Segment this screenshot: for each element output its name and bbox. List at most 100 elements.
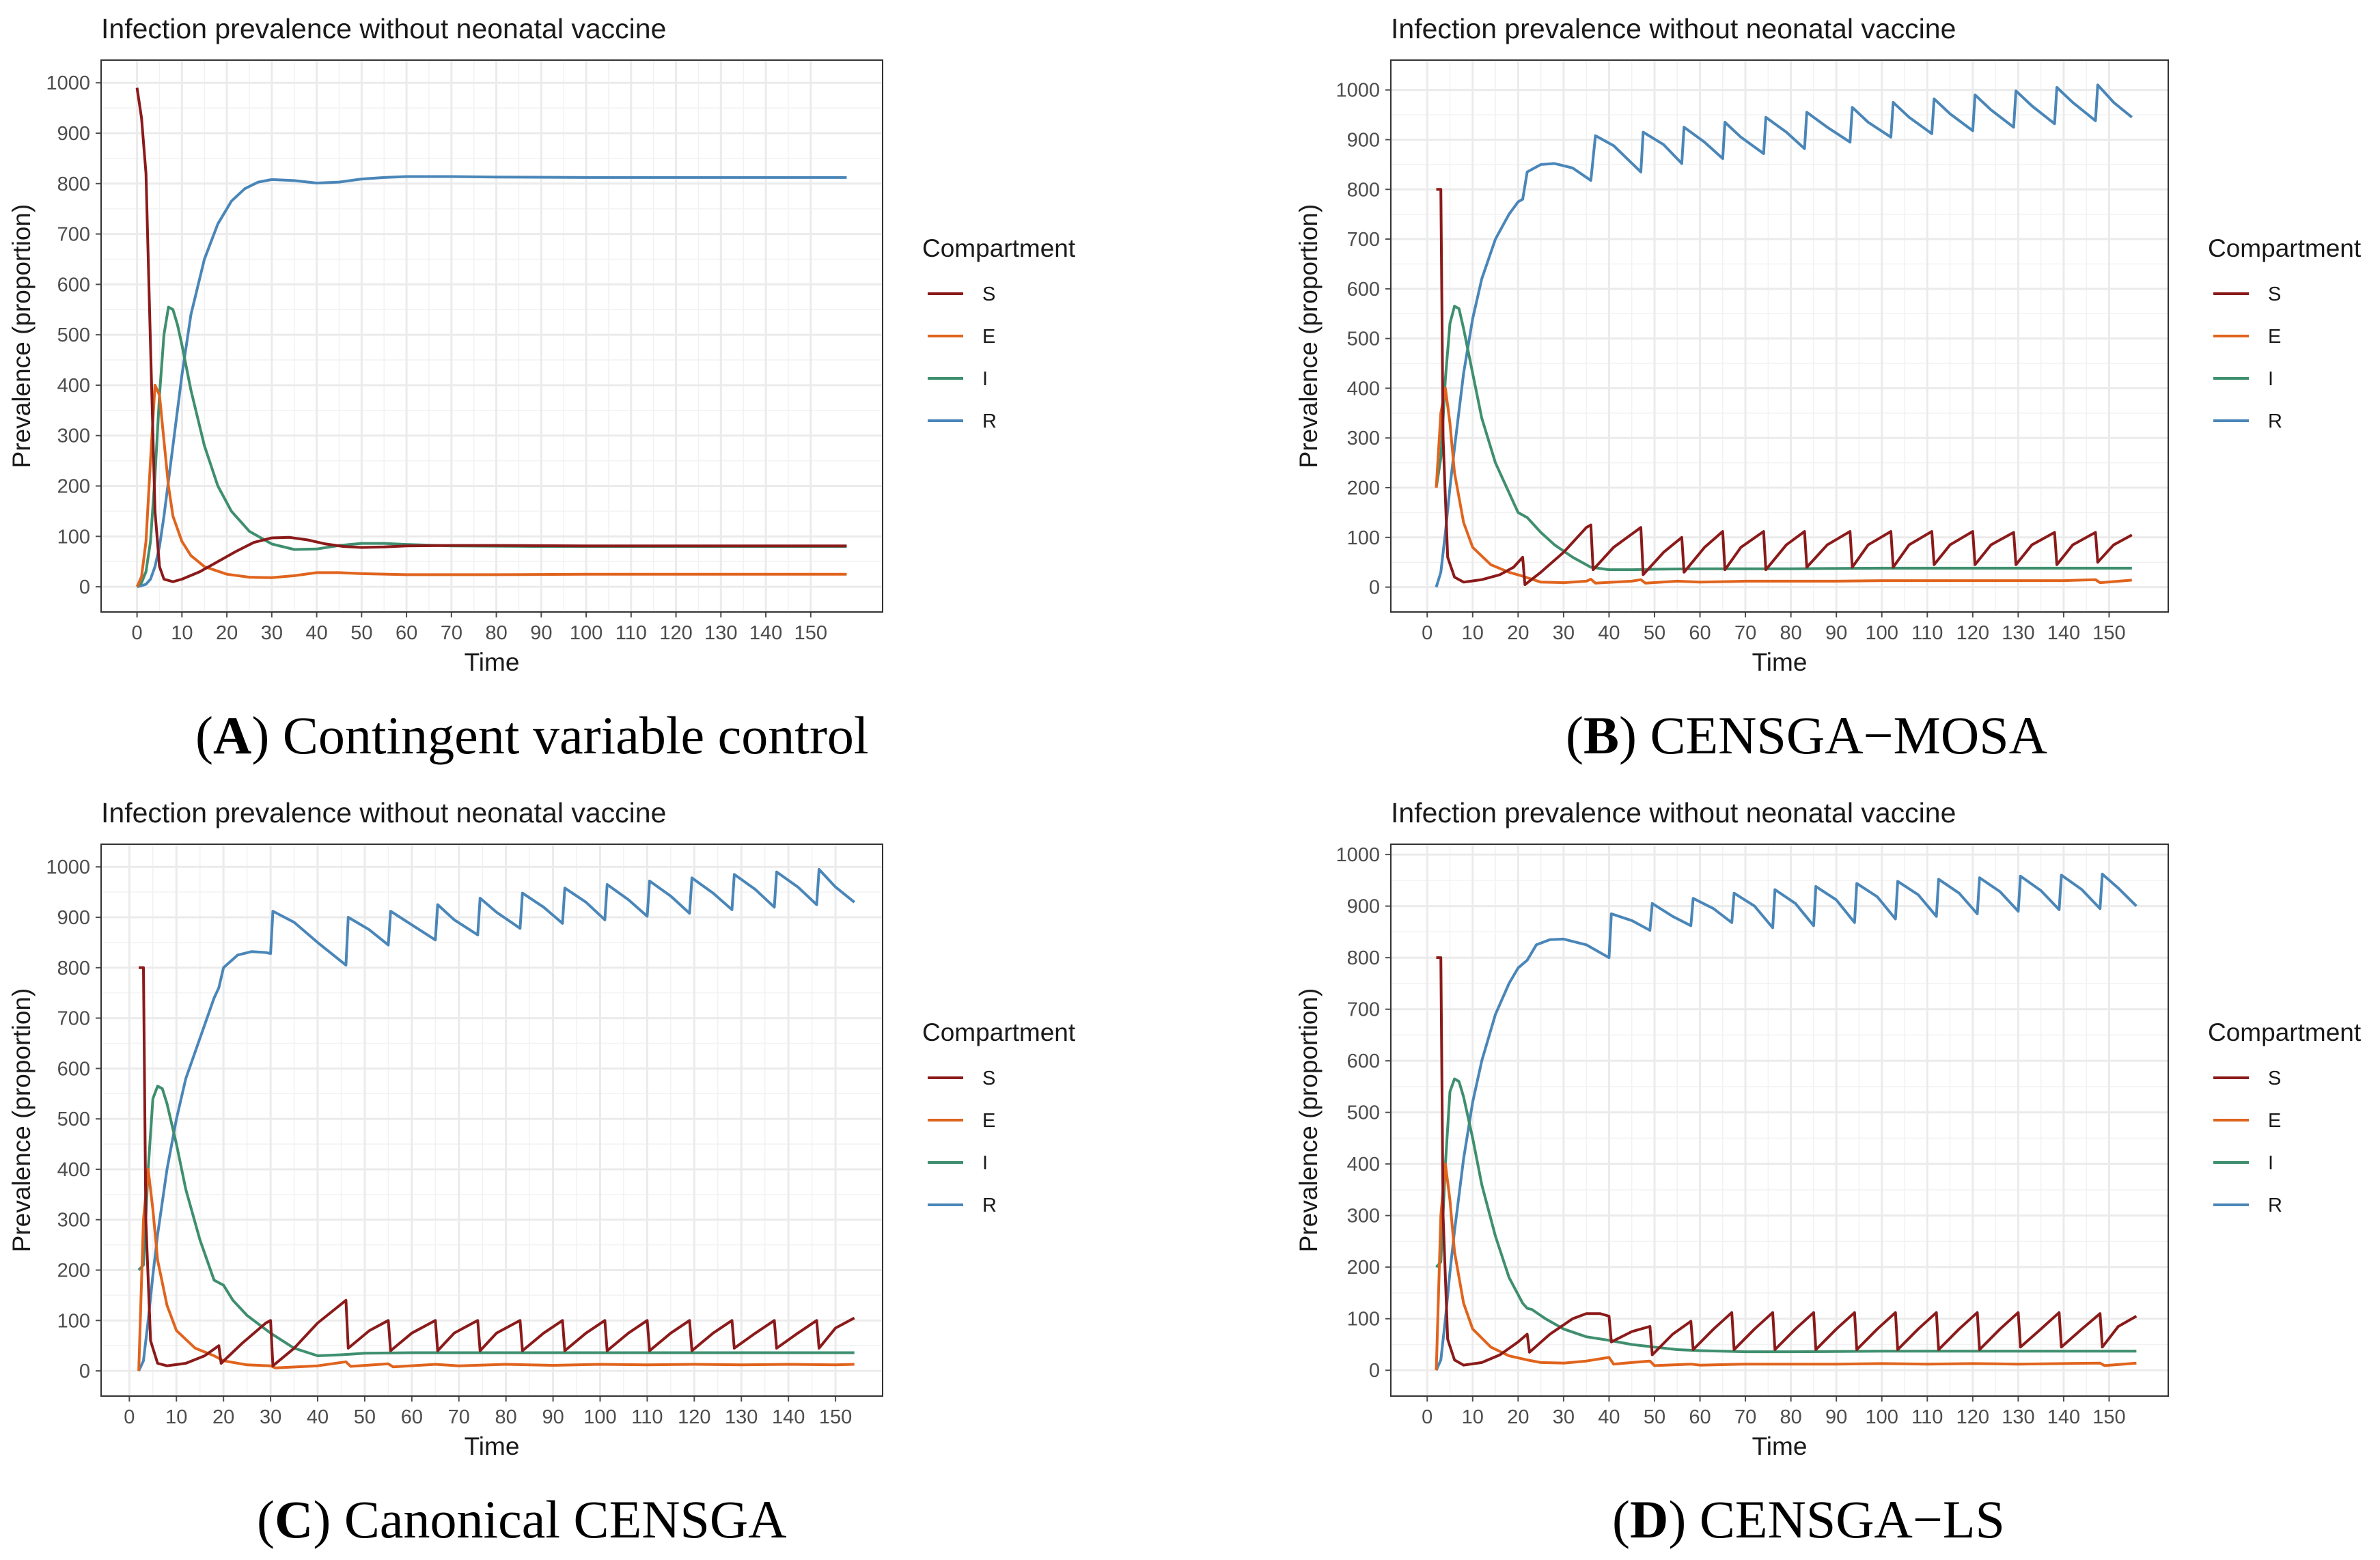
legend-label-e: E: [2268, 326, 2281, 348]
series-line-e: [137, 1167, 855, 1371]
x-tick-label: 100: [1866, 622, 1898, 644]
y-tick-label: 600: [1347, 1050, 1380, 1072]
caption-a: (A) Contingent variable control: [195, 706, 869, 765]
x-tick-label: 120: [1956, 1406, 1989, 1428]
y-tick-label: 700: [57, 1008, 90, 1030]
chart-title: Infection prevalence without neonatal va…: [101, 13, 666, 44]
x-tick-label: 70: [441, 622, 462, 644]
y-tick-label: 700: [57, 224, 90, 246]
x-tick-label: 110: [1911, 1406, 1943, 1428]
x-tick-label: 70: [448, 1406, 470, 1428]
y-tick-label: 600: [1347, 279, 1380, 301]
x-tick-label: 20: [1507, 622, 1529, 644]
plot-border-b: [1390, 59, 2169, 613]
x-axis-label: Time: [1752, 648, 1808, 676]
caption-d-text: CENSGA−LS: [1699, 1490, 2005, 1549]
y-tick-label: 300: [1347, 1206, 1380, 1227]
x-tick-label: 130: [725, 1406, 758, 1428]
legend-label-i: I: [2268, 1152, 2273, 1174]
x-tick-label: 30: [261, 622, 283, 644]
caption-d: (D) CENSGA−LS: [1612, 1490, 2005, 1549]
legend-label-e: E: [982, 1110, 995, 1132]
y-tick-label: 800: [57, 173, 90, 195]
series-line-r: [1435, 83, 2133, 588]
y-tick-label: 200: [57, 1260, 90, 1282]
y-tick-label: 200: [1347, 477, 1380, 499]
y-tick-label: 300: [57, 426, 90, 447]
x-tick-label: 0: [1422, 622, 1433, 644]
legend-title: Compartment: [922, 234, 1076, 262]
x-tick-label: 80: [485, 622, 507, 644]
series-line-i: [1435, 305, 2132, 572]
y-tick-label: 300: [1347, 428, 1380, 449]
plot-area-a: [101, 60, 883, 612]
legend-label-i: I: [982, 1152, 988, 1174]
y-tick-label: 900: [1347, 896, 1380, 918]
y-tick-label: 400: [1347, 1154, 1380, 1175]
chart-title: Infection prevalence without neonatal va…: [1391, 13, 1956, 44]
x-tick-label: 150: [2092, 1406, 2125, 1428]
y-axis-label: Prevalence (proportion): [1295, 988, 1323, 1253]
x-tick-label: 40: [1598, 622, 1620, 644]
x-axis-label: Time: [465, 1432, 520, 1460]
x-tick-label: 50: [354, 1406, 376, 1428]
y-tick-label: 400: [57, 1159, 90, 1181]
legend-label-i: I: [2268, 368, 2273, 390]
series-line-i: [137, 1085, 855, 1357]
x-tick-label: 40: [307, 1406, 329, 1428]
y-tick-label: 800: [1347, 947, 1380, 969]
x-tick-label: 60: [396, 622, 417, 644]
x-tick-label: 80: [1780, 622, 1802, 644]
x-tick-label: 20: [212, 1406, 234, 1428]
y-axis-label: Prevalence (proportion): [8, 988, 36, 1253]
x-axis-label: Time: [1752, 1432, 1808, 1460]
x-tick-label: 40: [305, 622, 327, 644]
legend-label-s: S: [2268, 1068, 2281, 1089]
y-tick-label: 1000: [46, 72, 90, 94]
plot-area-c: [101, 844, 883, 1396]
y-tick-label: 700: [1347, 999, 1380, 1021]
y-tick-label: 1000: [1336, 844, 1380, 866]
x-tick-label: 130: [2002, 622, 2034, 644]
y-tick-label: 500: [57, 1109, 90, 1130]
y-tick-label: 100: [57, 1310, 90, 1332]
x-tick-label: 30: [1553, 622, 1575, 644]
y-tick-label: 900: [57, 907, 90, 929]
x-tick-label: 80: [495, 1406, 517, 1428]
x-tick-label: 110: [1911, 622, 1943, 644]
x-tick-label: 50: [1644, 1406, 1665, 1428]
x-tick-label: 150: [794, 622, 827, 644]
caption-c-letter: C: [274, 1490, 314, 1549]
caption-b-letter: B: [1583, 706, 1620, 765]
x-tick-label: 50: [350, 622, 372, 644]
x-tick-label: 10: [171, 622, 193, 644]
y-tick-label: 200: [1347, 1257, 1380, 1279]
chart-panel-a: 0 100 200 300 400 500 600 700 800 900 1000 0 10 20 30 4…: [8, 13, 1076, 676]
x-tick-label: 140: [2047, 1406, 2080, 1428]
caption-d-letter: D: [1629, 1490, 1669, 1549]
x-tick-label: 90: [530, 622, 552, 644]
series-line-r: [137, 175, 847, 589]
y-tick-label: 900: [57, 123, 90, 145]
y-tick-label: 1000: [46, 856, 90, 878]
x-tick-label: 130: [2002, 1406, 2034, 1428]
x-tick-label: 30: [1553, 1406, 1575, 1428]
y-tick-label: 100: [1347, 1309, 1380, 1331]
y-axis-label: Prevalence (proportion): [1295, 204, 1323, 469]
y-tick-label: 0: [79, 576, 90, 598]
series-line-r: [1435, 872, 2137, 1371]
y-tick-label: 800: [57, 958, 90, 979]
x-tick-label: 140: [749, 622, 782, 644]
plot-area-b: [1391, 60, 2168, 612]
legend-label-r: R: [982, 410, 997, 432]
caption-a-letter: A: [212, 706, 252, 765]
y-tick-label: 800: [1347, 179, 1380, 201]
y-tick-label: 300: [57, 1210, 90, 1231]
series-line-e: [1435, 387, 2132, 585]
y-tick-label: 100: [1347, 527, 1380, 549]
legend-label-r: R: [2268, 410, 2282, 432]
y-tick-label: 400: [1347, 378, 1380, 400]
x-tick-label: 10: [165, 1406, 187, 1428]
x-tick-label: 90: [1825, 1406, 1847, 1428]
x-tick-label: 90: [542, 1406, 564, 1428]
